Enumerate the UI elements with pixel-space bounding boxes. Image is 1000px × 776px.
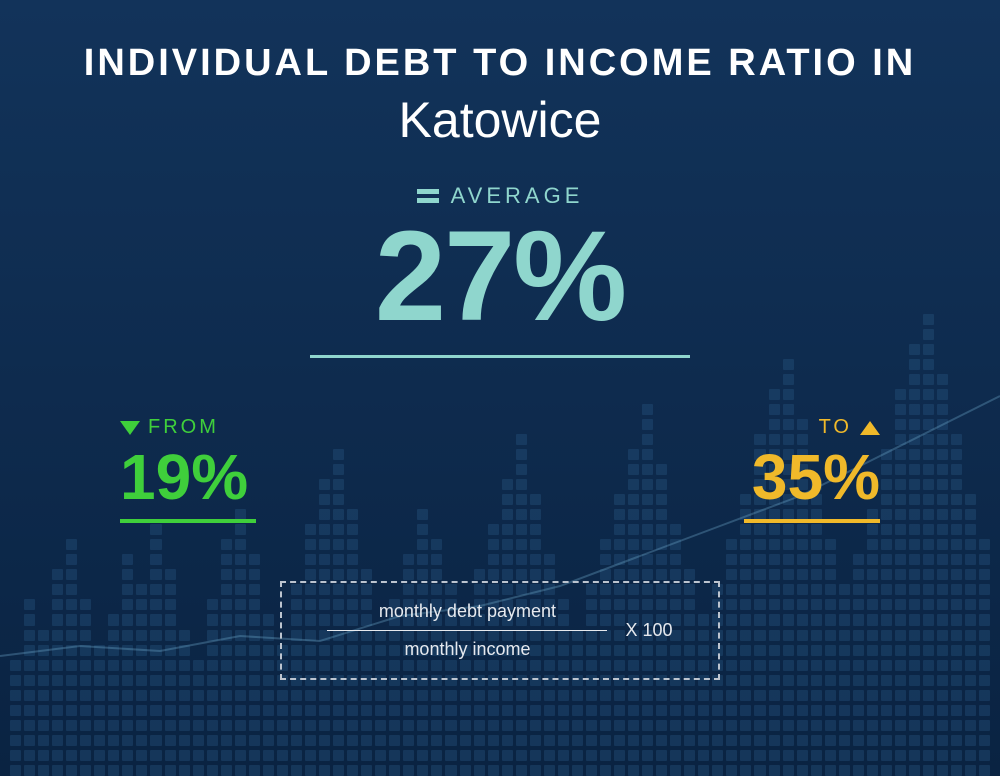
- page-title-line1: INDIVIDUAL DEBT TO INCOME RATIO IN: [0, 42, 1000, 85]
- fraction-line: [327, 630, 607, 631]
- average-block: AVERAGE 27%: [310, 183, 690, 358]
- formula-numerator: monthly debt payment: [379, 601, 556, 622]
- formula-denominator: monthly income: [404, 639, 530, 660]
- formula-box: monthly debt payment monthly income X 10…: [280, 581, 720, 680]
- from-underline: [120, 519, 256, 523]
- page-title-line2: Katowice: [0, 91, 1000, 149]
- from-label: FROM: [148, 416, 219, 439]
- from-value: 19%: [120, 445, 256, 509]
- to-underline: [744, 519, 880, 523]
- to-value: 35%: [744, 445, 880, 509]
- from-block: FROM 19%: [120, 416, 256, 523]
- average-value: 27%: [310, 213, 690, 341]
- average-underline: [310, 355, 690, 358]
- triangle-down-icon: [120, 421, 140, 435]
- formula-multiplier: X 100: [625, 620, 672, 641]
- triangle-up-icon: [860, 421, 880, 435]
- to-label: TO: [819, 416, 852, 439]
- equals-icon: [417, 189, 439, 203]
- to-block: TO 35%: [744, 416, 880, 523]
